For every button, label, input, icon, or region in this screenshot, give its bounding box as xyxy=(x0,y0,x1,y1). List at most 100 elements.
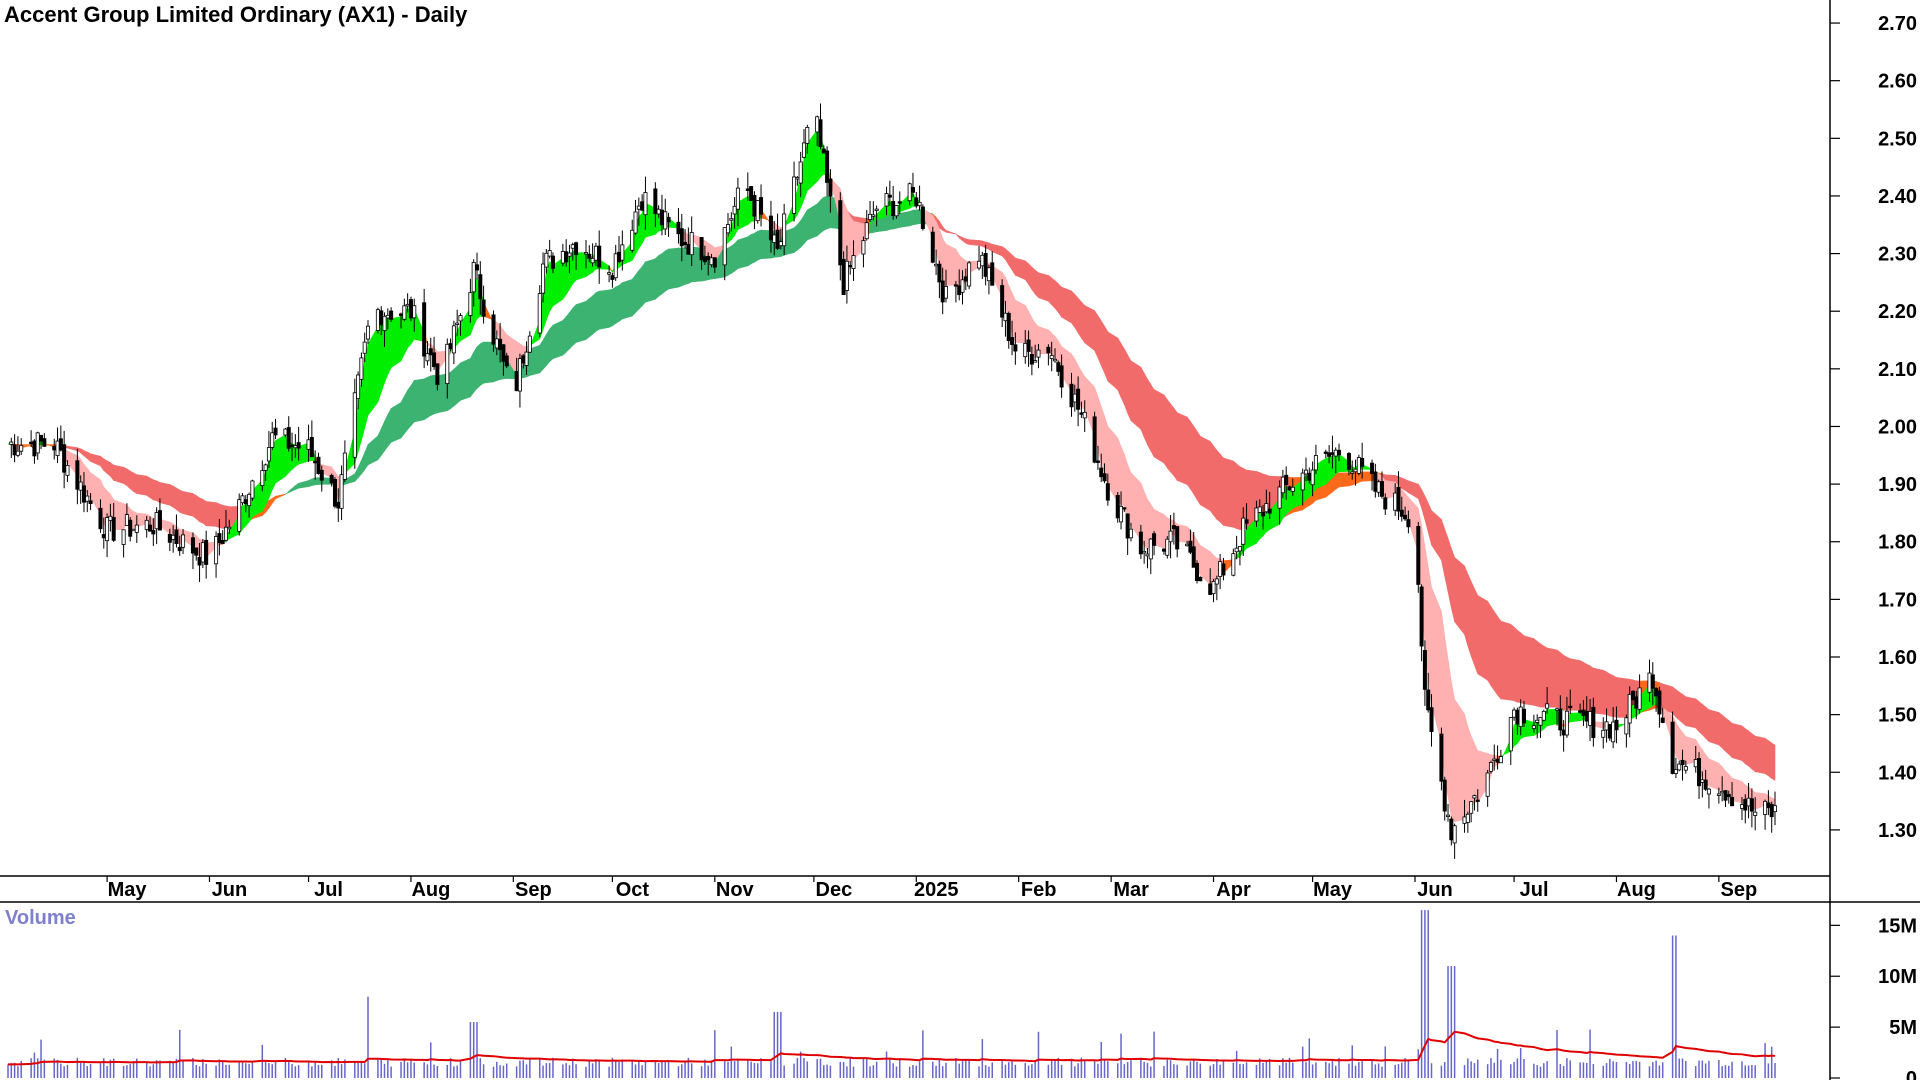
price-candle-body xyxy=(593,245,598,261)
long-term-ma-band-segment xyxy=(1186,416,1191,490)
long-term-ma-band-segment xyxy=(572,303,577,347)
price-candle-body xyxy=(1660,717,1665,723)
price-candle-body xyxy=(782,213,787,247)
price-candle-body xyxy=(1099,467,1104,478)
long-term-ma-band-segment xyxy=(404,389,408,435)
price-candle-body xyxy=(597,245,602,268)
price-candle-body xyxy=(1059,365,1064,388)
long-term-ma-band-segment xyxy=(1546,647,1558,708)
price-candle-body xyxy=(151,530,156,535)
price-candle-body xyxy=(266,447,271,462)
price-tick-label: 2.30 xyxy=(1878,244,1917,266)
long-term-ma-band-segment xyxy=(562,315,567,356)
price-candle-body xyxy=(1508,717,1513,752)
price-candle-body xyxy=(214,536,219,565)
price-candle-body xyxy=(58,438,63,451)
price-candle-body xyxy=(1330,452,1335,455)
long-term-ma-band-segment xyxy=(1170,403,1175,477)
long-term-ma-band-segment xyxy=(1001,246,1006,261)
price-candle-body xyxy=(1743,799,1748,811)
long-term-ma-band-segment xyxy=(192,493,197,520)
price-candle-body xyxy=(1095,460,1100,463)
price-candle-body xyxy=(653,188,658,214)
long-term-ma-band-segment xyxy=(1061,286,1072,324)
price-candle-body xyxy=(1350,471,1355,474)
price-candle-body xyxy=(1753,811,1758,816)
long-term-ma-band-segment xyxy=(569,307,574,350)
price-candle-body xyxy=(1673,768,1678,774)
long-term-ma-band-segment xyxy=(1081,301,1086,344)
volume-tick-label: 5M xyxy=(1889,1017,1917,1039)
price-candle-body xyxy=(818,119,823,148)
long-term-ma-band-segment xyxy=(631,274,636,317)
long-term-ma-band-segment xyxy=(1011,254,1016,277)
long-term-ma-band-segment xyxy=(1200,435,1211,512)
long-term-ma-band-segment xyxy=(820,196,825,234)
long-term-ma-band-segment xyxy=(450,368,455,410)
long-term-ma-band-segment xyxy=(407,384,412,431)
price-candle-body xyxy=(78,481,83,491)
price-candle-body xyxy=(610,275,615,280)
price-candle-body xyxy=(190,537,195,554)
price-candle-body xyxy=(574,242,579,256)
price-candle-body xyxy=(887,194,892,198)
long-term-ma-band-segment xyxy=(1071,290,1076,329)
long-term-ma-band-segment xyxy=(1005,248,1010,266)
price-candle-body xyxy=(75,460,80,490)
long-term-ma-band-segment xyxy=(823,195,828,231)
price-candle-body xyxy=(897,201,902,204)
long-term-ma-band-segment xyxy=(638,265,643,310)
price-candle-body xyxy=(197,556,202,566)
price-candle-body xyxy=(560,251,565,264)
price-candle-body xyxy=(1161,548,1166,552)
price-candle-body xyxy=(943,286,948,299)
price-candle-body xyxy=(428,348,433,356)
price-candle-body xyxy=(920,206,925,229)
time-tick-label: May xyxy=(108,879,148,901)
long-term-ma-band-segment xyxy=(635,269,640,314)
price-candle-body xyxy=(283,428,288,436)
volume-tick-label: 0 xyxy=(1906,1068,1917,1080)
price-candle-body xyxy=(544,252,549,268)
long-term-ma-band-segment xyxy=(754,230,759,263)
price-candle-body xyxy=(1072,393,1077,403)
long-term-ma-band-segment xyxy=(1487,600,1492,687)
long-term-ma-band-segment xyxy=(598,289,610,330)
long-term-ma-band-segment xyxy=(1233,460,1237,530)
long-term-ma-band-segment xyxy=(1751,732,1756,773)
long-term-ma-band-segment xyxy=(747,233,752,267)
long-term-ma-band-segment xyxy=(658,253,663,297)
short-term-ma-band-segment xyxy=(1444,636,1449,797)
long-term-ma-band-segment xyxy=(205,501,217,527)
price-candle-body xyxy=(1003,312,1008,322)
long-term-ma-band-segment xyxy=(612,286,617,327)
price-candle-body xyxy=(52,445,57,451)
price-candle-body xyxy=(1376,481,1381,493)
long-term-ma-band-segment xyxy=(1048,274,1052,306)
long-term-ma-band-segment xyxy=(962,236,967,244)
price-candle-body xyxy=(1356,457,1361,474)
long-term-ma-band-segment xyxy=(1771,742,1776,781)
price-candle-body xyxy=(1373,471,1378,492)
long-term-ma-band-segment xyxy=(83,450,88,460)
price-candle-body xyxy=(706,255,711,261)
price-candle-body xyxy=(309,437,314,458)
price-candle-body xyxy=(1419,586,1424,647)
long-term-ma-band-segment xyxy=(103,458,108,475)
price-candle-body xyxy=(630,229,635,251)
chart-title: Accent Group Limited Ordinary (AX1) - Da… xyxy=(4,2,468,27)
price-candle-body xyxy=(1746,797,1751,807)
short-term-ma-band-segment xyxy=(90,472,101,515)
price-candle-body xyxy=(1092,416,1097,463)
price-candle-body xyxy=(1416,526,1421,585)
price-candle-body xyxy=(1749,798,1754,812)
price-candle-body xyxy=(1254,507,1259,522)
price-candle-body xyxy=(735,187,740,210)
long-term-ma-band-segment xyxy=(1424,495,1429,533)
price-tick-label: 2.70 xyxy=(1878,13,1917,35)
long-term-ma-band-segment xyxy=(1193,425,1198,501)
long-term-ma-band-segment xyxy=(803,208,808,245)
long-term-ma-band-segment xyxy=(1054,280,1059,314)
price-candle-body xyxy=(1469,801,1474,814)
price-candle-body xyxy=(957,285,962,296)
